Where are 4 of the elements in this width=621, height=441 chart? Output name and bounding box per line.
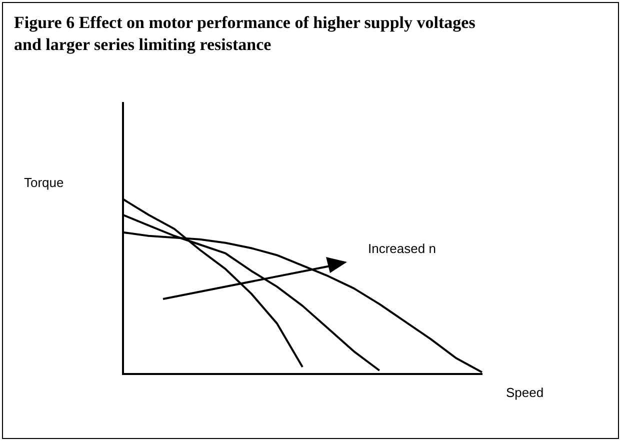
- chart-title: Figure 6 Effect on motor performance of higher supply voltages and larger series limiting resistance: [14, 12, 476, 56]
- y-axis-title: Torque: [24, 175, 64, 190]
- annotation: Increased n: [368, 241, 436, 256]
- x-axis-title: Speed: [506, 385, 544, 400]
